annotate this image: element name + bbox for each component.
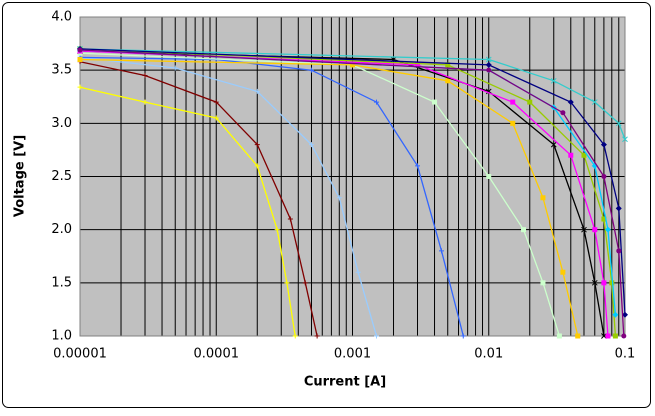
marker bbox=[621, 333, 627, 339]
marker bbox=[591, 279, 598, 286]
marker bbox=[213, 99, 219, 105]
marker bbox=[336, 195, 342, 201]
marker bbox=[77, 57, 83, 63]
marker bbox=[568, 152, 574, 158]
marker bbox=[373, 333, 379, 339]
marker bbox=[485, 56, 492, 63]
marker bbox=[581, 152, 587, 158]
marker bbox=[284, 280, 290, 286]
marker bbox=[609, 280, 615, 286]
marker bbox=[567, 99, 574, 106]
marker bbox=[485, 61, 492, 68]
marker bbox=[486, 174, 492, 179]
marker bbox=[604, 226, 611, 233]
x-axis-label: Current [A] bbox=[304, 375, 386, 390]
marker bbox=[550, 77, 557, 84]
marker bbox=[591, 99, 598, 105]
marker bbox=[622, 136, 628, 143]
marker bbox=[415, 163, 421, 169]
marker bbox=[445, 78, 451, 84]
marker bbox=[560, 269, 566, 275]
marker bbox=[142, 72, 148, 78]
x-tick-label: 0.0001 bbox=[194, 347, 240, 362]
marker bbox=[550, 141, 557, 148]
y-tick-label: 3.0 bbox=[51, 116, 72, 131]
x-tick-label: 0.1 bbox=[615, 347, 636, 362]
series-line bbox=[79, 48, 626, 315]
marker bbox=[521, 227, 527, 233]
marker bbox=[373, 99, 379, 105]
y-tick-label: 1.0 bbox=[51, 329, 72, 344]
marker bbox=[510, 120, 516, 126]
marker bbox=[575, 333, 581, 339]
marker bbox=[432, 99, 438, 105]
x-tick-label: 0.001 bbox=[334, 347, 371, 362]
marker bbox=[581, 226, 587, 233]
marker bbox=[415, 62, 421, 68]
marker bbox=[601, 174, 607, 179]
x-tick-label: 0.00001 bbox=[53, 347, 107, 362]
marker bbox=[560, 110, 566, 116]
marker bbox=[540, 280, 546, 286]
marker bbox=[510, 99, 516, 105]
y-tick-label: 1.5 bbox=[51, 275, 72, 290]
marker bbox=[556, 333, 562, 339]
y-tick-label: 2.0 bbox=[51, 222, 72, 237]
marker bbox=[172, 65, 178, 71]
marker bbox=[213, 115, 219, 121]
marker bbox=[527, 99, 533, 105]
y-tick-label: 4.0 bbox=[51, 10, 72, 25]
marker bbox=[601, 280, 607, 286]
marker bbox=[540, 195, 546, 201]
marker bbox=[142, 99, 148, 105]
marker bbox=[292, 333, 298, 339]
marker bbox=[460, 333, 466, 339]
series-layer bbox=[77, 45, 628, 339]
marker bbox=[77, 47, 83, 53]
y-axis-label: Voltage [V] bbox=[13, 135, 28, 217]
marker bbox=[308, 142, 314, 148]
marker bbox=[601, 216, 607, 222]
marker bbox=[287, 216, 293, 222]
marker bbox=[592, 227, 598, 233]
marker bbox=[254, 88, 260, 94]
series-line bbox=[79, 49, 625, 337]
marker bbox=[616, 248, 622, 254]
marker bbox=[600, 141, 607, 148]
marker bbox=[274, 227, 280, 233]
marker bbox=[350, 62, 355, 68]
plot-border bbox=[79, 16, 626, 337]
marker bbox=[355, 269, 361, 275]
marker bbox=[612, 333, 618, 339]
marker bbox=[615, 120, 622, 127]
y-tick-label: 3.5 bbox=[51, 63, 72, 78]
marker bbox=[439, 248, 444, 254]
marker bbox=[605, 333, 611, 339]
marker bbox=[254, 142, 260, 148]
marker bbox=[486, 67, 492, 73]
marker bbox=[622, 311, 628, 318]
marker bbox=[445, 62, 451, 68]
marker bbox=[615, 205, 622, 212]
marker bbox=[612, 311, 619, 318]
y-tick-label: 2.5 bbox=[51, 169, 72, 184]
x-tick-label: 0.01 bbox=[474, 347, 503, 362]
marker bbox=[314, 333, 320, 339]
marker bbox=[302, 280, 308, 286]
marker bbox=[254, 163, 260, 169]
marker bbox=[308, 67, 314, 73]
series-line bbox=[79, 48, 626, 140]
marker bbox=[77, 84, 83, 90]
